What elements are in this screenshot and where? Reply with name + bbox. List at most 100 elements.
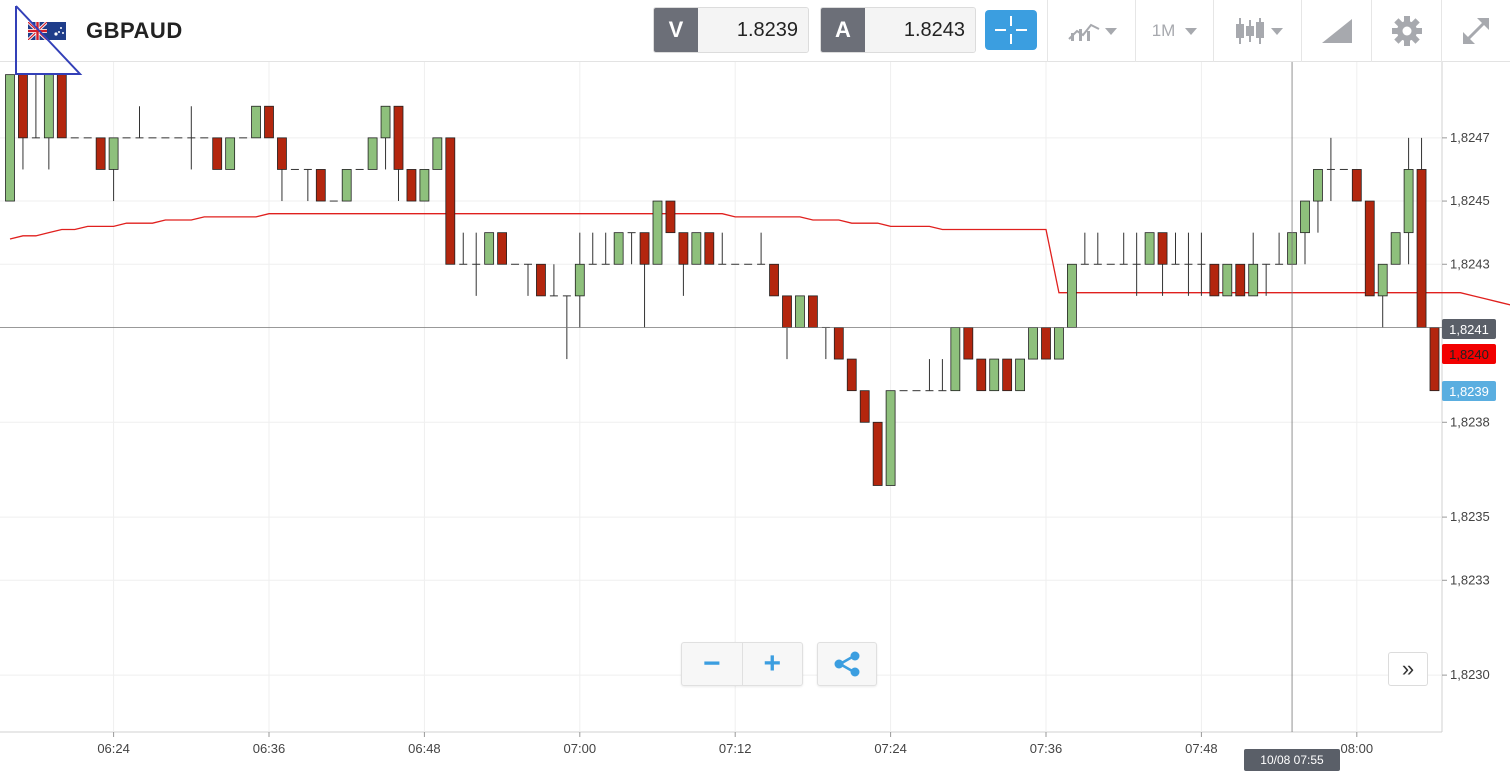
candle (704, 232, 715, 265)
candle (989, 358, 1000, 392)
candle (1171, 232, 1180, 265)
candle (963, 327, 974, 360)
candle-body (1300, 200, 1310, 234)
fullscreen-button[interactable] (1441, 0, 1510, 62)
y-tick-label: 1,8245 (1450, 193, 1490, 208)
candle (1377, 263, 1388, 328)
candle-body (1313, 169, 1323, 202)
candle-body (380, 105, 391, 139)
candle-body (1028, 327, 1038, 360)
minus-icon: − (702, 647, 721, 680)
candle (1403, 137, 1414, 265)
candle-body (976, 358, 987, 392)
candle-body (536, 263, 546, 297)
candle-body (691, 232, 702, 265)
candle-body (393, 105, 404, 170)
candle-body (1235, 263, 1246, 297)
candle (135, 106, 144, 139)
candle (1262, 263, 1271, 296)
candle-body (1054, 327, 1064, 360)
candle (56, 74, 67, 139)
y-tick-label: 1,8230 (1450, 667, 1490, 682)
candle (976, 358, 987, 392)
candle (1364, 200, 1375, 297)
double-chevron-right-icon: » (1401, 656, 1415, 681)
bid-price-box[interactable]: V 1.8239 (653, 7, 809, 53)
candle (393, 105, 404, 202)
candle-body (795, 295, 805, 328)
candle (472, 232, 481, 296)
candle (380, 105, 391, 170)
bid-price: 1.8239 (698, 8, 808, 52)
candle (264, 105, 274, 139)
candle-body (782, 295, 792, 328)
candle (549, 264, 558, 297)
candle (225, 137, 236, 170)
zoom-in-button[interactable]: + (743, 643, 803, 685)
price-chart[interactable]: 1,8247 1,8245 1,8243 1,8238 1,8235 1,8233 1,82… (0, 62, 1510, 771)
candle-body (885, 390, 896, 486)
x-tick-label: 07:12 (719, 741, 752, 756)
x-tick-label: 08:00 (1341, 741, 1374, 756)
x-tick-label: 06:36 (253, 741, 286, 756)
candle (665, 200, 676, 234)
candle (885, 390, 896, 486)
chevron-down-icon (1104, 27, 1117, 35)
chart-type-select[interactable] (1213, 0, 1301, 62)
candle (1300, 200, 1310, 265)
candle-body (808, 295, 818, 328)
settings-button[interactable] (1371, 0, 1441, 62)
chart-header: GBPAUD V 1.8239 A 1.8243 (0, 0, 1510, 62)
timeframe-select[interactable]: 1M (1135, 0, 1213, 62)
candle (1002, 358, 1013, 392)
candle (1067, 263, 1077, 328)
candle-body (1041, 327, 1051, 360)
candle-body (212, 137, 223, 170)
candle (691, 232, 702, 265)
share-icon (834, 651, 860, 677)
x-tick-label: 07:24 (874, 741, 907, 756)
crosshair-lines (0, 62, 1442, 732)
candle (1015, 358, 1025, 392)
ask-price-box[interactable]: A 1.8243 (820, 7, 976, 53)
candle-body (1015, 358, 1025, 392)
candle-body (833, 327, 844, 360)
candle (1313, 169, 1323, 233)
candle-body (1377, 263, 1388, 297)
share-button[interactable] (817, 642, 877, 686)
scroll-to-end-button[interactable]: » (1388, 652, 1428, 686)
candle (1351, 169, 1362, 202)
candle (1429, 327, 1440, 392)
candle-body (1429, 327, 1440, 392)
candle (925, 359, 934, 392)
candle (1157, 232, 1168, 296)
candle-body (367, 137, 378, 170)
candle (652, 200, 663, 265)
candle (808, 295, 818, 328)
candle (1041, 327, 1051, 360)
candle-body (43, 74, 54, 139)
indicators-button[interactable] (1047, 0, 1135, 62)
candle (872, 421, 883, 486)
candle (601, 232, 610, 265)
plus-icon: + (763, 647, 782, 680)
drawing-tools-button[interactable] (1301, 0, 1371, 62)
candle-body (950, 327, 961, 392)
candle (833, 327, 844, 360)
zoom-out-button[interactable]: − (682, 643, 743, 685)
candle (1144, 232, 1155, 265)
candle (639, 232, 650, 328)
candle-body (665, 200, 676, 234)
candle (406, 169, 417, 202)
candle-body (1222, 263, 1233, 297)
candle (1235, 263, 1246, 297)
candle (367, 137, 378, 170)
candle (821, 326, 830, 360)
crosshair-button[interactable] (985, 10, 1037, 50)
candle (303, 168, 312, 202)
candle (341, 169, 352, 202)
candle-body (1067, 263, 1077, 328)
candle (757, 232, 766, 265)
candle (1054, 327, 1064, 360)
y-tick-label: 1,8235 (1450, 509, 1490, 524)
